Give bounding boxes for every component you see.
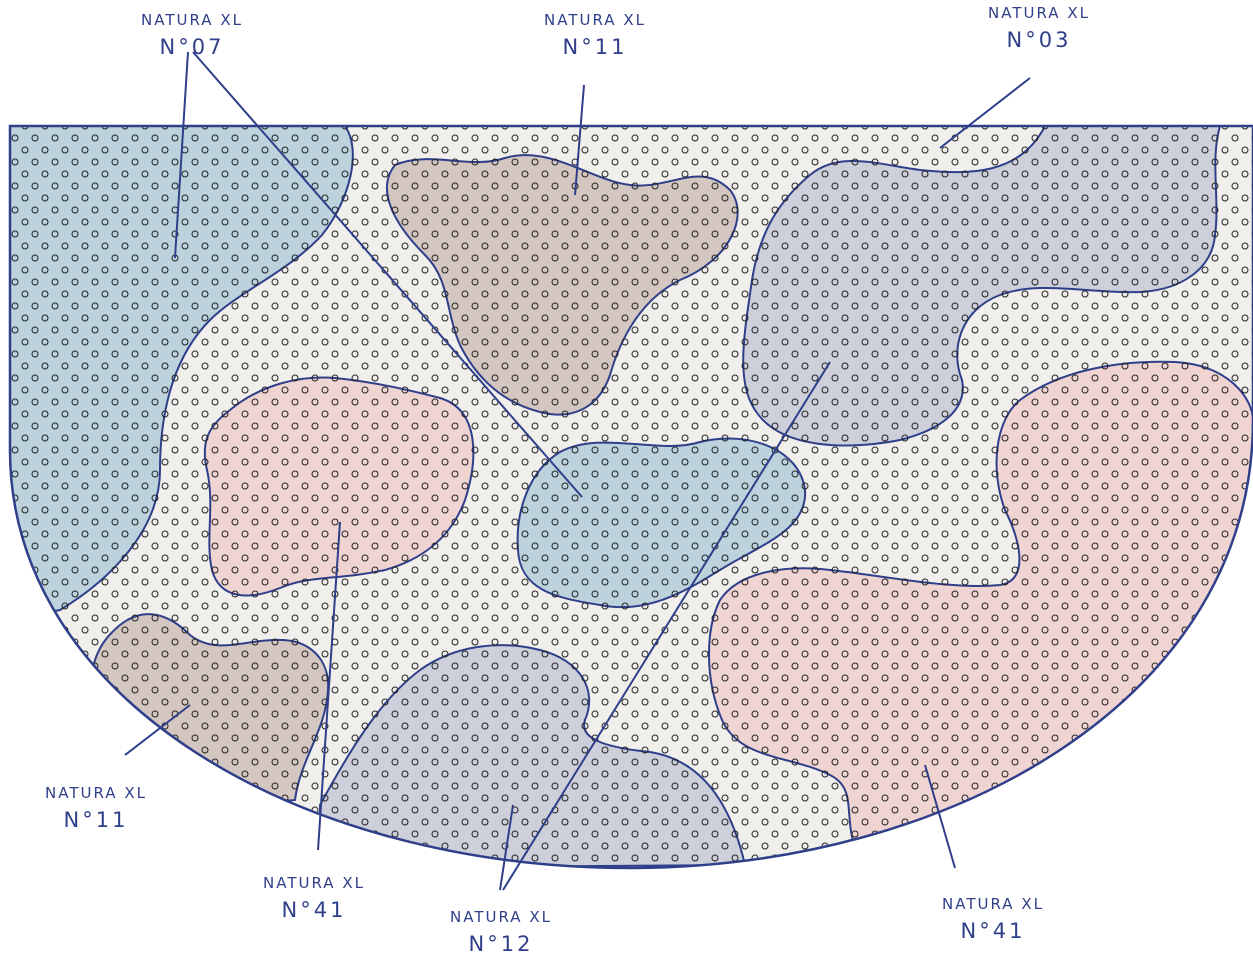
callout-n07: NATURA XL N°07 [141, 13, 243, 58]
leader-n12-b [502, 361, 831, 891]
callout-code: N°12 [468, 932, 534, 956]
floor-outline [8, 124, 1253, 870]
callout-n12: NATURA XL N°12 [450, 910, 552, 955]
dot-texture [10, 126, 1253, 868]
callout-name: NATURA XL [544, 11, 646, 29]
callout-code: N°11 [63, 808, 129, 832]
leader-n41-right [924, 764, 956, 869]
leader-n41-left [317, 521, 341, 851]
callout-code: N°11 [562, 35, 628, 59]
callout-code: N°41 [960, 919, 1026, 943]
callout-name: NATURA XL [988, 4, 1090, 22]
leader-n12-a [499, 804, 514, 891]
callout-code: N°07 [159, 35, 225, 59]
callout-code: N°41 [281, 898, 347, 922]
callout-code: N°03 [1006, 28, 1072, 52]
callout-n11-top: NATURA XL N°11 [544, 13, 646, 58]
callout-name: NATURA XL [263, 874, 365, 892]
leader-n07-a [174, 51, 189, 259]
leader-n11-top [574, 84, 585, 196]
leader-n03 [939, 77, 1031, 149]
callout-name: NATURA XL [942, 895, 1044, 913]
leader-n11-bottom [124, 704, 191, 756]
callout-name: NATURA XL [450, 908, 552, 926]
callout-n41-left: NATURA XL N°41 [263, 876, 365, 921]
callout-n03: NATURA XL N°03 [988, 6, 1090, 51]
callout-name: NATURA XL [141, 11, 243, 29]
leader-n07-b [192, 51, 583, 498]
callout-n41-right: NATURA XL N°41 [942, 897, 1044, 942]
callout-name: NATURA XL [45, 784, 147, 802]
callout-n11-bottom: NATURA XL N°11 [45, 786, 147, 831]
